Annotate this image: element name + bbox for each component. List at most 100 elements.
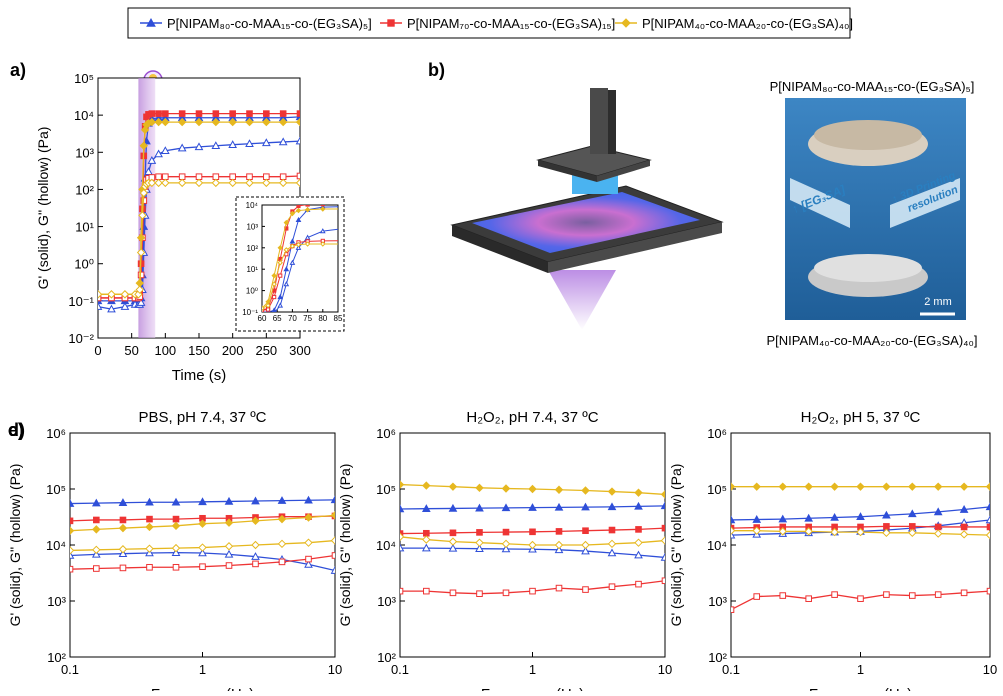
- x-tick-label: 10: [658, 662, 672, 677]
- data-point: [397, 588, 403, 594]
- data-point: [67, 566, 73, 572]
- data-point: [306, 556, 312, 562]
- x-tick-label: 1: [857, 662, 864, 677]
- photo-label: P[NIPAM₈₀-co-MAA₁₅-co-(EG₃SA)₅]: [770, 79, 975, 94]
- data-point: [196, 111, 202, 117]
- data-point: [382, 207, 386, 211]
- x-tick-label: 0: [94, 343, 101, 358]
- data-point: [636, 581, 642, 587]
- data-point: [120, 565, 126, 571]
- data-point: [754, 594, 760, 600]
- data-point: [163, 174, 169, 180]
- data-point: [556, 529, 562, 535]
- data-point: [503, 529, 509, 535]
- data-point: [297, 111, 303, 117]
- data-point: [200, 564, 206, 570]
- x-tick-label: 1: [529, 662, 536, 677]
- data-point: [556, 585, 562, 591]
- data-point: [67, 518, 73, 524]
- data-point: [780, 593, 786, 599]
- data-point: [230, 111, 236, 117]
- x-tick-label: 65: [273, 314, 282, 323]
- data-point: [156, 111, 162, 117]
- x-tick-label: 300: [289, 343, 311, 358]
- data-point: [279, 274, 282, 277]
- data-point: [352, 203, 355, 206]
- data-point: [990, 218, 994, 222]
- y-axis-label: G' (solid), G'' (hollow) (Pa): [7, 464, 23, 627]
- data-point: [858, 596, 864, 602]
- data-point: [138, 272, 144, 278]
- y-axis-label: G' (solid), G'' (hollow) (Pa): [337, 464, 353, 627]
- data-point: [78, 309, 81, 312]
- y-tick-label: 10⁶: [707, 426, 727, 441]
- y-axis-label: G' (solid), G'' (hollow) (Pa): [668, 464, 684, 627]
- x-axis-label: Frequency (Hz): [151, 686, 254, 691]
- data-point: [458, 242, 462, 246]
- data-point: [832, 592, 838, 598]
- data-point: [583, 587, 589, 593]
- data-point: [987, 524, 993, 530]
- data-point: [179, 174, 185, 180]
- panel-label: b): [428, 60, 445, 80]
- y-tick-label: 10⁴: [707, 538, 727, 553]
- data-point: [94, 517, 100, 523]
- y-tick-label: 10⁰: [246, 287, 258, 296]
- data-point: [156, 174, 162, 180]
- x-axis-label: Time (s): [172, 367, 226, 384]
- data-point: [530, 588, 536, 594]
- y-tick-label: 10⁶: [376, 426, 396, 441]
- data-point: [686, 242, 690, 246]
- y-tick-label: 10³: [246, 222, 258, 231]
- data-point: [196, 174, 202, 180]
- data-point: [458, 205, 462, 209]
- data-point: [990, 204, 994, 208]
- y-tick-label: 10⁴: [74, 108, 94, 123]
- data-point: [382, 239, 385, 242]
- y-tick-label: 10⁵: [74, 71, 94, 86]
- y-tick-label: 10⁻¹: [68, 294, 94, 309]
- data-point: [264, 111, 270, 117]
- data-point: [450, 530, 456, 536]
- data-point: [94, 566, 100, 572]
- data-point: [247, 174, 253, 180]
- data-point: [273, 295, 276, 298]
- data-point: [213, 111, 219, 117]
- data-point: [173, 564, 179, 570]
- data-point: [990, 207, 994, 211]
- data-point: [424, 530, 430, 536]
- sample-photo: P[NIPAM₈₀-co-MAA₁₅-co-(EG₃SA)₅] ↑ [EG₃SA…: [767, 79, 978, 348]
- data-point: [662, 578, 668, 584]
- data-point: [884, 592, 890, 598]
- x-axis-label: Frequency (Hz): [481, 686, 584, 691]
- y-tick-label: 10⁶: [46, 426, 66, 441]
- x-tick-label: 250: [255, 343, 277, 358]
- data-point: [987, 588, 993, 594]
- data-point: [609, 584, 615, 590]
- data-point: [806, 596, 812, 602]
- data-point: [530, 529, 536, 535]
- data-point: [686, 205, 690, 209]
- data-point: [728, 607, 734, 613]
- y-axis-label: G' (solid), G'' (hollow) (Pa): [35, 127, 51, 290]
- data-point: [351, 207, 355, 211]
- x-tick-label: 200: [222, 343, 244, 358]
- data-point: [352, 239, 355, 242]
- y-tick-label: 10²: [75, 182, 94, 197]
- data-point: [990, 238, 993, 241]
- data-point: [253, 561, 259, 567]
- data-point: [762, 242, 766, 246]
- y-tick-label: 10²: [47, 650, 66, 665]
- figure: P[NIPAM₈₀-co-MAA₁₅-co-(EG₃SA)₅]P[NIPAM₇₀…: [0, 0, 1003, 691]
- data-point: [910, 524, 916, 530]
- panel-label: e): [8, 420, 24, 440]
- data-point: [179, 111, 185, 117]
- y-tick-label: 10¹: [75, 220, 94, 235]
- scale-label: 2 mm: [924, 296, 952, 308]
- y-tick-label: 10³: [47, 594, 66, 609]
- data-point: [990, 242, 994, 246]
- legend-marker: [388, 20, 394, 26]
- x-tick-label: 10: [983, 662, 997, 677]
- x-tick-label: 85: [334, 314, 343, 323]
- data-point: [382, 242, 386, 246]
